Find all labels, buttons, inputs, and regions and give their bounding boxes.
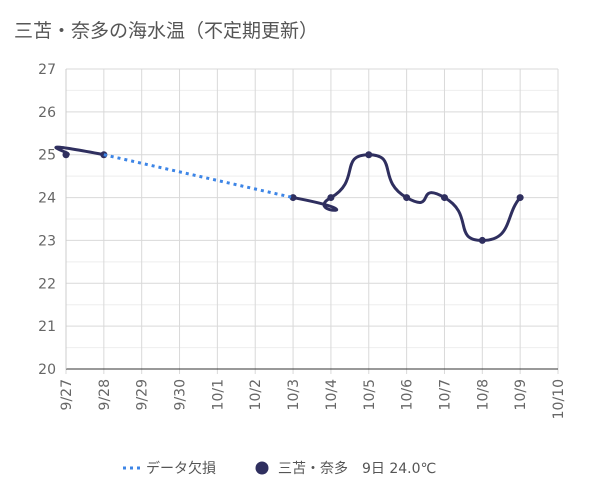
y-tick-label: 24	[38, 191, 56, 207]
legend-series-swatch	[255, 461, 269, 475]
data-point	[327, 194, 335, 202]
missing-data-line	[103, 153, 294, 200]
y-tick-label: 21	[38, 319, 56, 335]
x-tick-label: 10/2	[248, 379, 264, 410]
y-tick-label: 26	[38, 105, 56, 121]
x-tick-label: 10/9	[513, 379, 529, 410]
data-point	[403, 194, 411, 202]
legend-label: データ欠損	[146, 460, 216, 477]
x-tick-label: 10/6	[400, 379, 416, 411]
x-tick-label: 10/8	[475, 379, 491, 410]
y-tick-label: 27	[38, 62, 56, 78]
data-point	[365, 151, 373, 159]
data-point	[62, 151, 70, 159]
data-point	[516, 194, 524, 202]
data-point	[478, 236, 486, 244]
x-tick-label: 10/3	[286, 379, 302, 410]
x-tick-label: 10/5	[362, 379, 378, 410]
legend-label: 三苫・奈多 9日 24.0℃	[278, 460, 436, 477]
x-tick-label: 9/27	[59, 379, 75, 410]
data-point	[440, 194, 448, 202]
x-tick-label: 9/30	[173, 379, 189, 410]
x-tick-label: 10/7	[437, 379, 453, 410]
x-tick-label: 9/28	[97, 379, 113, 410]
x-tick-label: 9/29	[135, 379, 151, 410]
x-tick-label: 10/4	[324, 379, 340, 411]
y-tick-label: 22	[38, 276, 56, 292]
chart-title: 三苫・奈多の海水温（不定期更新）	[14, 20, 319, 42]
y-tick-label: 20	[38, 362, 56, 378]
x-tick-label: 10/10	[551, 379, 567, 419]
y-tick-label: 25	[38, 148, 56, 164]
x-tick-label: 10/1	[210, 379, 226, 410]
y-tick-label: 23	[38, 233, 56, 249]
